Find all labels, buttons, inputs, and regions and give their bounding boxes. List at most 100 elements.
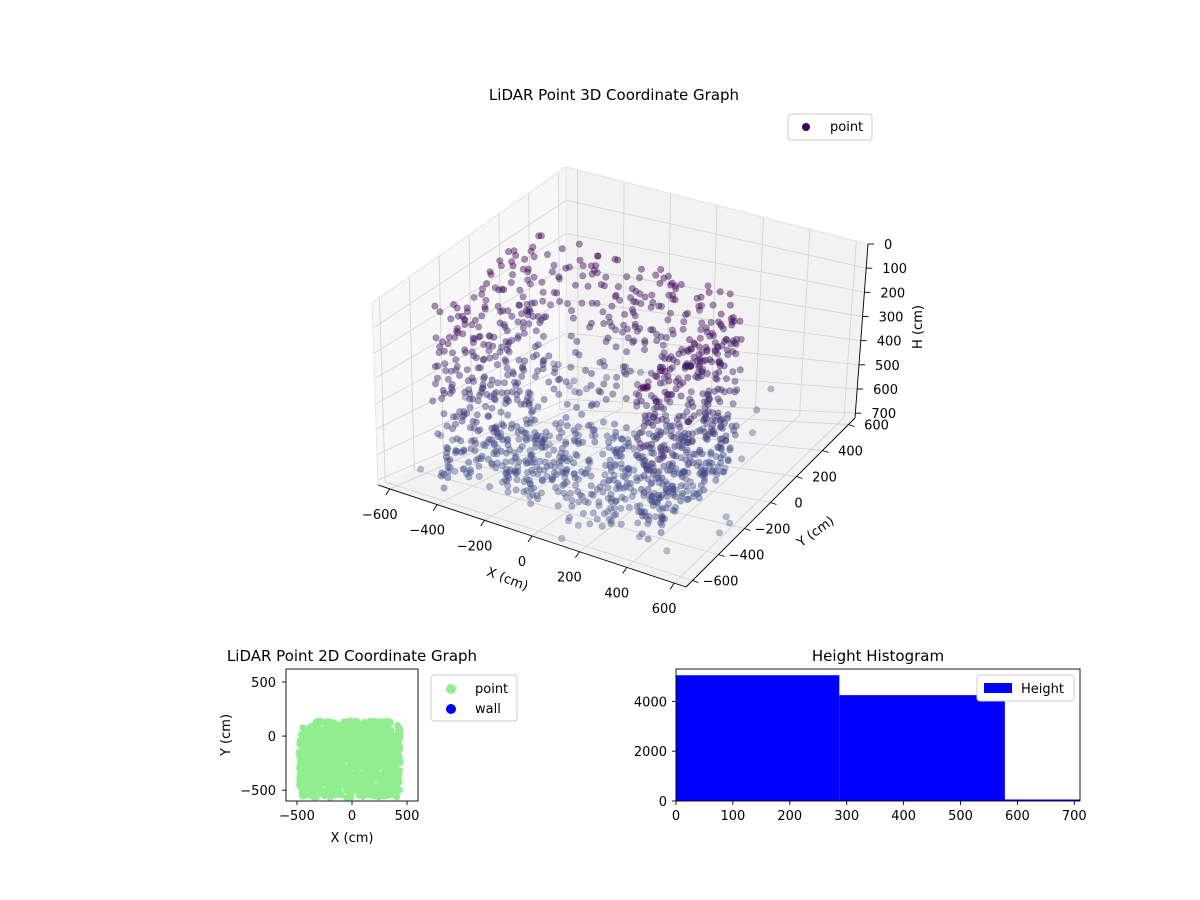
point-marker (504, 248, 512, 256)
point-marker (702, 324, 710, 332)
point-marker (688, 436, 696, 444)
point-marker (510, 247, 518, 255)
chart-2d-legend: point wall (430, 674, 518, 722)
point-marker (440, 484, 448, 492)
point-marker (648, 498, 656, 506)
point-marker (694, 369, 702, 377)
histogram-legend: Height (976, 674, 1075, 702)
point-marker (561, 449, 569, 457)
point-marker (709, 301, 717, 309)
point-marker (434, 430, 442, 438)
point-marker (692, 373, 700, 381)
point-marker (480, 355, 488, 363)
point-marker (486, 332, 494, 340)
point-marker (657, 519, 665, 527)
point-marker (553, 289, 561, 297)
point-marker (694, 374, 702, 382)
point-marker (629, 297, 637, 305)
point-marker (448, 436, 456, 444)
point-marker (373, 745, 381, 753)
point-marker (503, 477, 511, 485)
point-marker (689, 493, 697, 501)
point-marker (617, 520, 625, 528)
point-marker (526, 419, 534, 427)
point-marker (650, 489, 658, 497)
point-marker (368, 778, 376, 785)
point-marker (501, 323, 509, 331)
point-marker (620, 321, 628, 329)
point-marker (497, 408, 505, 416)
point-marker (676, 423, 684, 431)
point-marker (625, 469, 633, 477)
point-marker (664, 445, 672, 453)
point-marker (716, 398, 724, 406)
legend-label-point: point (475, 682, 508, 697)
point-marker (717, 445, 725, 453)
point-marker (639, 384, 647, 392)
point-marker (612, 510, 620, 518)
point-marker (711, 348, 719, 356)
point-marker (590, 266, 598, 274)
point-marker (736, 366, 744, 374)
point-marker (440, 347, 448, 355)
point-marker (296, 781, 303, 788)
point-marker (381, 718, 389, 726)
point-marker (451, 333, 459, 341)
point-marker (699, 425, 707, 433)
point-marker (571, 437, 579, 445)
point-marker (579, 509, 587, 517)
point-marker (501, 476, 509, 484)
point-marker (610, 446, 618, 454)
point-marker (662, 427, 670, 435)
point-marker (696, 470, 704, 478)
point-marker (512, 382, 520, 390)
point-marker (650, 394, 658, 402)
point-marker (562, 378, 570, 386)
point-marker (374, 733, 381, 741)
point-marker (394, 739, 401, 747)
point-marker (665, 291, 673, 299)
point-marker (729, 313, 737, 321)
point-marker (504, 435, 512, 443)
point-marker (572, 450, 580, 458)
point-marker (472, 456, 480, 464)
point-marker (645, 430, 653, 438)
point-marker (396, 733, 404, 741)
point-marker (648, 440, 656, 448)
point-marker (582, 469, 590, 477)
chart-histogram: Height Histogram 0 100 200 300 400 500 600 7000… (634, 647, 1087, 824)
point-marker (658, 474, 666, 482)
point-marker (699, 390, 707, 398)
point-marker (451, 420, 459, 428)
point-marker (483, 438, 491, 446)
point-marker (713, 470, 721, 478)
point-marker (528, 415, 536, 423)
x-tick-label: −400 (409, 524, 445, 539)
point-marker (708, 468, 716, 476)
chart-2d-points (295, 717, 404, 802)
point-marker (719, 424, 727, 432)
point-marker (580, 470, 588, 478)
point-marker (461, 393, 469, 401)
point-marker (714, 463, 722, 471)
point-marker (326, 759, 333, 766)
point-marker (571, 281, 579, 289)
point-marker (392, 747, 400, 755)
point-marker (695, 494, 703, 502)
point-marker (681, 429, 689, 437)
point-marker (690, 489, 698, 497)
point-marker (673, 358, 681, 366)
point-marker (558, 429, 566, 437)
point-marker (601, 471, 609, 479)
point-marker (514, 463, 522, 471)
point-marker (696, 357, 704, 365)
point-marker (683, 438, 691, 446)
point-marker (653, 431, 661, 439)
point-marker (638, 512, 646, 520)
x-tick-label: 400 (604, 586, 629, 601)
point-marker (726, 387, 734, 395)
point-marker (527, 247, 535, 255)
point-marker (696, 362, 704, 370)
point-marker (699, 357, 707, 365)
point-marker (678, 492, 686, 500)
